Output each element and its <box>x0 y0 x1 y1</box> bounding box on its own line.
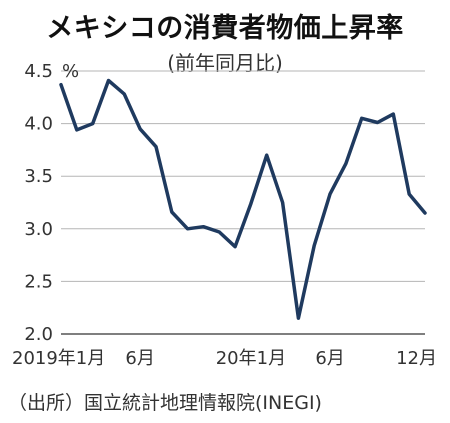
y-tick-label: 2.0 <box>24 324 53 345</box>
chart-title: メキシコの消費者物価上昇率 <box>46 13 404 44</box>
y-tick-labels: 2.0 2.5 3.0 3.5 4.0 4.5 <box>24 61 53 345</box>
line-chart: 2.0 2.5 3.0 3.5 4.0 4.5 % 2019年1月 6月 20年1月 6月 12月 <box>12 61 437 369</box>
x-tick-label: 6月 <box>315 348 344 369</box>
x-tick-labels: 2019年1月 6月 20年1月 6月 12月 <box>12 348 437 369</box>
y-axis-unit: % <box>62 61 79 82</box>
y-tick-label: 4.5 <box>24 61 53 82</box>
y-tick-label: 3.0 <box>24 219 53 240</box>
y-tick-label: 4.0 <box>24 114 53 135</box>
y-tick-label: 3.5 <box>24 166 53 187</box>
series-line <box>59 78 427 320</box>
x-tick-label: 12月 <box>396 348 437 369</box>
gridlines <box>61 70 425 282</box>
x-tick-label: 6月 <box>125 348 154 369</box>
x-tick-label: 20年1月 <box>216 348 286 369</box>
x-tick-label: 2019年1月 <box>12 348 105 369</box>
source-note: （出所）国立統計地理情報院(INEGI) <box>8 392 322 414</box>
y-tick-label: 2.5 <box>24 271 53 292</box>
